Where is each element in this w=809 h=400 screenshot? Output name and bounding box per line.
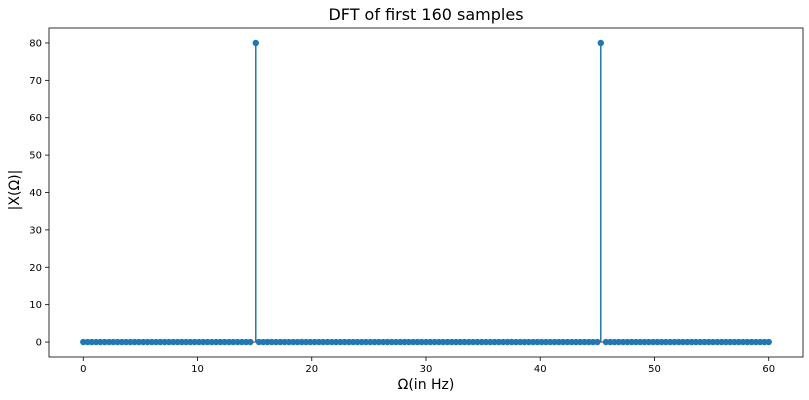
x-tick-label: 0 xyxy=(80,364,86,375)
y-axis-label: |X(Ω)| xyxy=(7,170,23,211)
x-tick-label: 50 xyxy=(648,364,661,375)
y-tick-label: 50 xyxy=(29,151,42,162)
y-tick-label: 60 xyxy=(29,113,42,124)
x-tick-label: 30 xyxy=(420,364,433,375)
y-tick-label: 70 xyxy=(29,76,42,87)
plot-area: 0 10 20 30 40 50 60 0 10 20 30 40 50 60 70 80 xyxy=(29,27,804,375)
x-tick-label: 20 xyxy=(305,364,318,375)
stem-marker xyxy=(597,39,604,47)
y-tick-label: 80 xyxy=(29,38,42,49)
y-tick-label: 40 xyxy=(29,188,42,199)
y-tick-label: 20 xyxy=(29,263,42,274)
stem-marker xyxy=(594,338,601,346)
y-tick-label: 0 xyxy=(36,338,42,349)
y-tick-label: 30 xyxy=(29,225,42,236)
x-axis-label: Ω(in Hz) xyxy=(398,377,455,393)
plot-frame xyxy=(48,27,804,358)
y-tick-label: 10 xyxy=(29,300,42,311)
x-tick-label: 60 xyxy=(762,364,775,375)
chart-title: DFT of first 160 samples xyxy=(328,5,523,24)
x-tick-label: 10 xyxy=(191,364,204,375)
stem-marker xyxy=(252,39,259,47)
stem-marker xyxy=(765,338,772,346)
stem-marker xyxy=(247,338,254,346)
x-tick-label: 40 xyxy=(534,364,547,375)
